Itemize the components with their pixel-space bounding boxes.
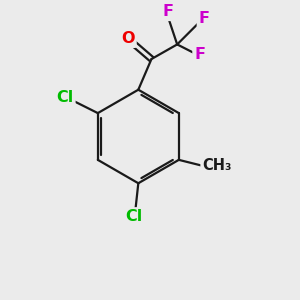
Text: CH₃: CH₃ [202, 158, 232, 173]
Text: F: F [194, 46, 205, 62]
Text: Cl: Cl [56, 89, 74, 104]
Text: O: O [121, 31, 135, 46]
Text: F: F [199, 11, 210, 26]
Text: F: F [163, 4, 174, 19]
Text: Cl: Cl [125, 209, 142, 224]
